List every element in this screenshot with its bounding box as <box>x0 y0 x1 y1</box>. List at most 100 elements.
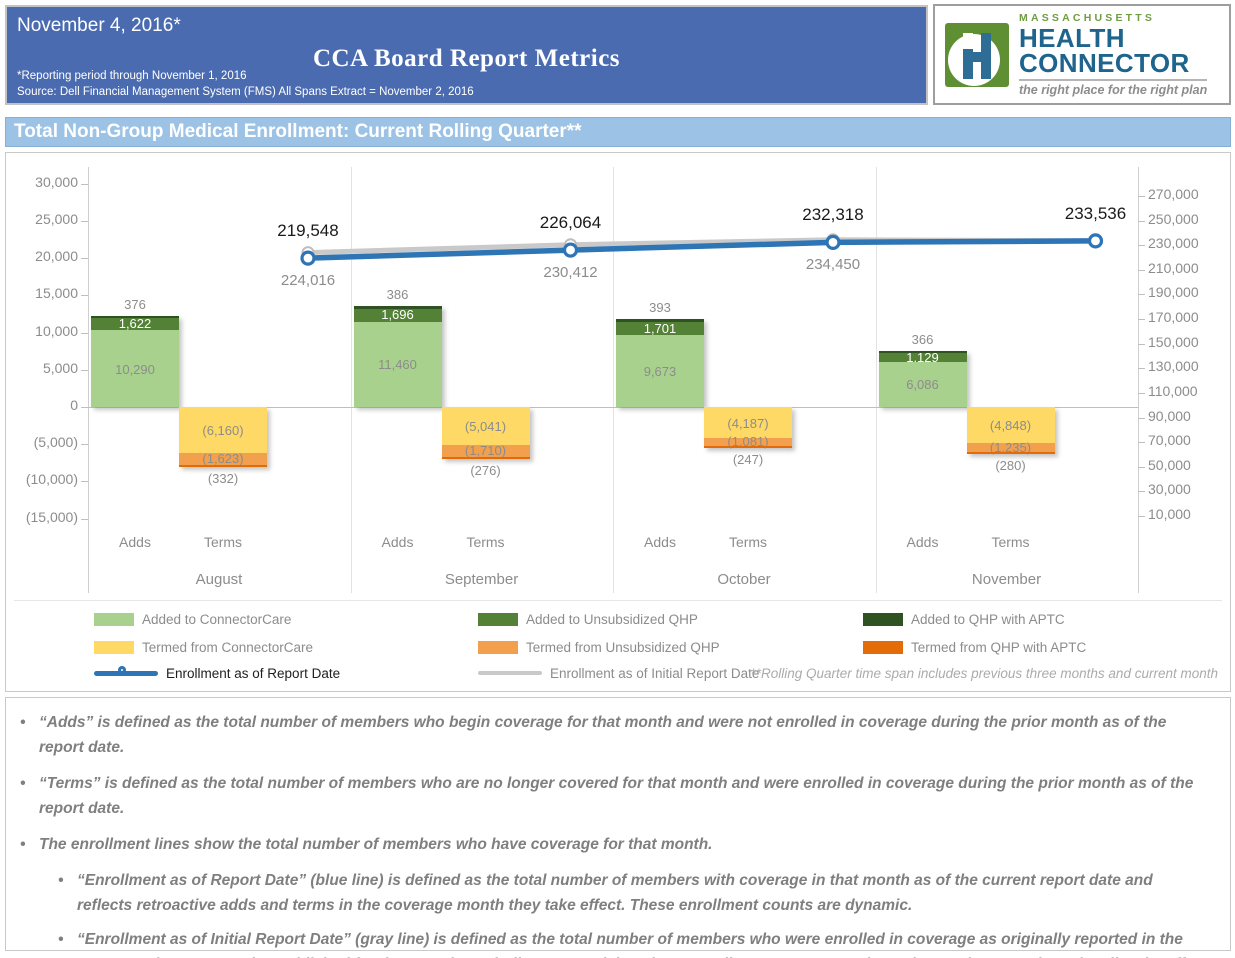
left-axis-tick-label: (10,000) <box>25 471 78 488</box>
terms-segment-connectorcare: (4,848) <box>966 407 1055 444</box>
right-axis-tick-label: 90,000 <box>1148 407 1191 424</box>
right-axis-tick-label: 30,000 <box>1148 481 1191 498</box>
terms-bar-september: (5,041) (1,710) <box>441 407 530 460</box>
adds-connectorcare-value: 11,460 <box>378 357 417 373</box>
note-text: “Enrollment as of Report Date” (blue lin… <box>77 872 1153 914</box>
left-axis-tick <box>81 295 88 297</box>
left-axis-tick <box>81 183 88 185</box>
report-date-enrollment-value: 233,536 <box>1064 203 1127 223</box>
left-axis-tick-label: 30,000 <box>35 173 78 190</box>
terms-unsub-qhp-value: (1,235) <box>989 439 1032 455</box>
bullet-icon: • <box>58 872 64 889</box>
initial-report-enrollment-value: 224,016 <box>280 272 336 290</box>
zero-gridline <box>88 407 1138 408</box>
terms-category-label: Terms <box>728 534 768 550</box>
note-bullet: • The enrollment lines show the total num… <box>20 832 1212 857</box>
adds-qhp-aptc-value: 393 <box>649 300 671 316</box>
left-axis-tick-label: (15,000) <box>25 508 78 525</box>
report-date-enrollment-value: 226,064 <box>539 213 602 233</box>
adds-unsub-qhp-value: 1,622 <box>118 316 152 332</box>
adds-qhp-aptc-value: 386 <box>386 287 409 303</box>
adds-segment-unsub-qhp: 1,129 <box>878 350 967 365</box>
right-axis-tick <box>1138 319 1145 321</box>
bullet-icon: • <box>20 775 26 792</box>
enrollment-chart: 30,000 25,000 20,000 15,000 10,000 5,000 0 (5,0… <box>5 152 1231 692</box>
adds-category-label: Adds <box>381 534 414 550</box>
adds-segment-connectorcare: 6,086 <box>878 361 967 407</box>
left-axis-tick <box>81 481 88 483</box>
legend-item-enrollment-as-of-report-date: Enrollment as of Report Date <box>94 663 340 683</box>
terms-segment-connectorcare: (6,160) <box>179 407 267 453</box>
adds-segment-unsub-qhp: 1,696 <box>353 307 442 323</box>
adds-unsub-qhp-value: 1,696 <box>381 307 414 323</box>
right-axis-tick <box>1138 516 1145 517</box>
initial-report-enrollment-value: 234,450 <box>805 256 861 274</box>
left-axis-tick <box>81 332 88 334</box>
month-label-october: October <box>717 571 771 588</box>
terms-segment-qhp-aptc <box>179 464 267 468</box>
note-bullet: • “Enrollment as of Report Date” (blue li… <box>58 868 1212 918</box>
adds-unsub-qhp-value: 1,129 <box>906 349 939 365</box>
adds-connectorcare-value: 6,086 <box>906 377 939 393</box>
right-axis-tick <box>1138 343 1145 345</box>
right-axis-tick-label: 10,000 <box>1148 506 1191 522</box>
terms-segment-connectorcare: (4,187) <box>704 407 792 439</box>
left-axis-tick-label: 15,000 <box>35 285 78 302</box>
right-axis-tick-label: 130,000 <box>1148 358 1199 375</box>
adds-segment-connectorcare: 11,460 <box>353 321 442 407</box>
month-separator <box>613 167 614 593</box>
legend-swatch-icon <box>94 640 134 654</box>
right-axis-tick <box>1138 491 1145 493</box>
terms-segment-unsub-qhp: (1,081) <box>704 434 792 449</box>
adds-category-label: Adds <box>644 534 676 550</box>
logo-tagline: the right place for the right plan <box>1019 79 1208 97</box>
left-axis-tick <box>81 518 88 520</box>
legend-item-termed-from-connectorcare: Termed from ConnectorCare <box>94 637 313 657</box>
right-axis-tick-label: 230,000 <box>1148 235 1199 252</box>
legend-label: Termed from ConnectorCare <box>142 639 314 655</box>
left-axis-tick-label: 0 <box>70 397 78 413</box>
legend-label: Added to ConnectorCare <box>142 611 292 627</box>
month-separator <box>350 167 352 593</box>
terms-category-label: Terms <box>991 534 1030 550</box>
initial-report-enrollment-value: 230,412 <box>543 264 598 282</box>
adds-segment-qhp-aptc <box>878 350 967 354</box>
left-axis-tick <box>81 221 88 222</box>
right-axis-tick-label: 50,000 <box>1148 456 1191 473</box>
terms-segment-unsub-qhp: (1,235) <box>966 439 1055 455</box>
adds-connectorcare-value: 10,290 <box>115 361 155 377</box>
adds-category-label: Adds <box>906 534 939 550</box>
right-axis-tick-label: 210,000 <box>1148 259 1199 276</box>
terms-connectorcare-value: (4,848) <box>989 418 1032 434</box>
left-axis-tick <box>81 369 88 371</box>
terms-qhp-aptc-value: (276) <box>470 463 501 479</box>
month-label-november: November <box>971 571 1042 588</box>
legend-item-added-to-qhp-with-aptc: Added to QHP with APTC <box>863 609 1065 629</box>
right-axis-tick-label: 70,000 <box>1148 432 1191 449</box>
bullet-icon: • <box>20 836 26 853</box>
terms-bar-august: (6,160) (1,623) <box>179 407 267 468</box>
logo-h-icon <box>945 22 1009 87</box>
page-title: CCA Board Report Metrics <box>312 45 621 72</box>
report-date-enrollment-value: 219,548 <box>277 221 339 241</box>
bullet-icon: • <box>58 931 64 948</box>
adds-segment-qhp-aptc <box>353 306 442 310</box>
legend-swatch-icon <box>94 612 134 626</box>
section-title: Total Non-Group Medical Enrollment: Curr… <box>14 121 582 142</box>
note-bullet: • “Terms” is defined as the total number … <box>20 771 1212 821</box>
legend-label: Enrollment as of Report Date <box>166 665 341 681</box>
adds-segment-unsub-qhp: 1,701 <box>616 320 704 336</box>
adds-unsub-qhp-value: 1,701 <box>643 320 677 336</box>
right-axis-tick-label: 270,000 <box>1148 186 1199 202</box>
terms-segment-unsub-qhp: (1,710) <box>441 443 530 458</box>
right-axis-tick-label: 190,000 <box>1148 284 1199 301</box>
legend-swatch-icon <box>478 612 518 626</box>
terms-qhp-aptc-value: (332) <box>207 471 239 487</box>
terms-segment-qhp-aptc <box>704 446 792 449</box>
logo-state-label: MASSACHUSETTS <box>1019 11 1156 24</box>
left-axis-tick-label: 10,000 <box>35 322 78 339</box>
legend-separator <box>14 600 1222 601</box>
adds-bar-august: 1,622 10,290 <box>91 315 179 407</box>
right-axis-tick <box>1138 368 1145 370</box>
